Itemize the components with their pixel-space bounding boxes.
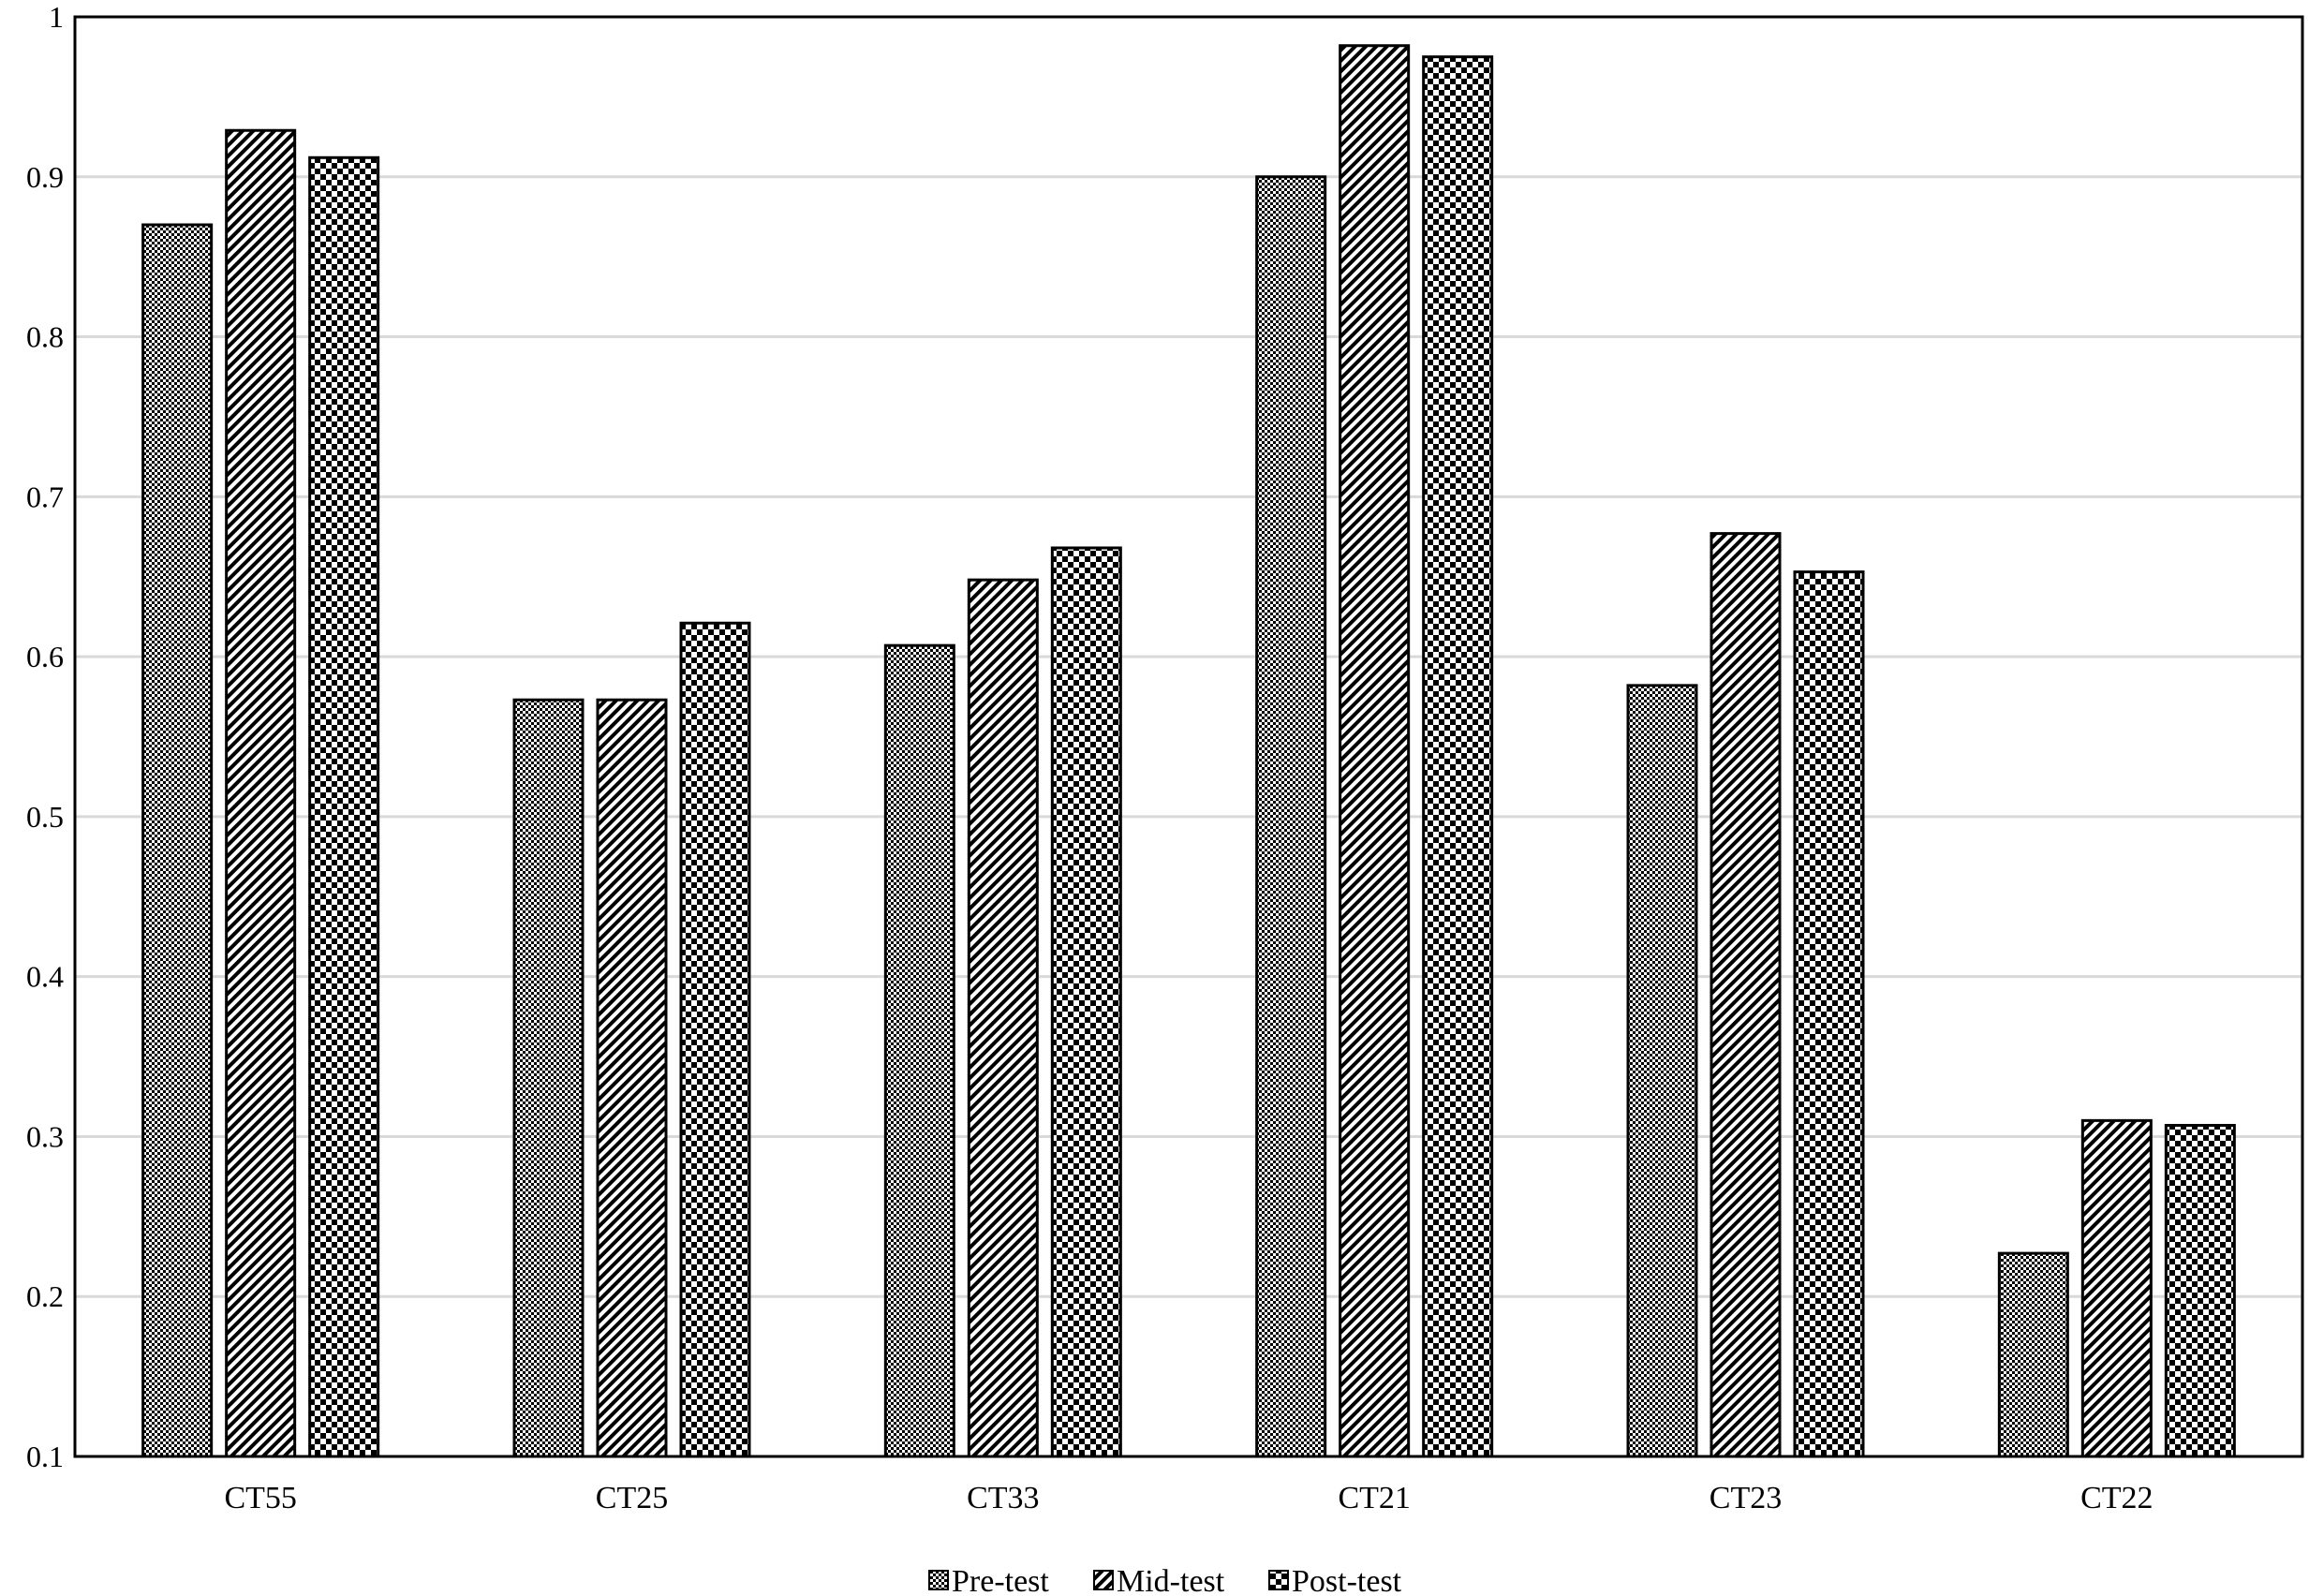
legend: Pre-test Mid-test Post-test <box>928 1564 1402 1596</box>
y-axis-ticks: 0.1 0.2 0.3 0.4 0.5 0.6 0.7 0.8 0.9 1 <box>26 0 64 1473</box>
bar-pre-test-ct25 <box>512 698 585 1458</box>
y-tick-label: 0.3 <box>26 1119 64 1153</box>
y-tick-label: 0.2 <box>26 1279 64 1313</box>
legend-swatch <box>1268 1570 1289 1590</box>
x-category-label: CT55 <box>224 1481 296 1515</box>
legend-label: Mid-test <box>1117 1564 1225 1596</box>
legend-swatch <box>928 1570 949 1590</box>
bar-post-test-ct25 <box>679 621 751 1458</box>
x-category-label: CT33 <box>967 1481 1039 1515</box>
x-axis-categories: CT55 CT25 CT33 CT21 CT23 CT22 <box>224 1481 2153 1515</box>
y-tick-label: 0.4 <box>26 960 64 994</box>
x-category-label: CT23 <box>1710 1481 1782 1515</box>
bar-pre-test-ct21 <box>1255 175 1327 1458</box>
x-category-label: CT21 <box>1338 1481 1410 1515</box>
x-category-label: CT22 <box>2080 1481 2153 1515</box>
bar-pre-test-ct22 <box>1997 1251 2069 1458</box>
bar-post-test-ct22 <box>2164 1123 2236 1458</box>
bar-mid-test-ct25 <box>596 698 668 1458</box>
y-tick-label: 0.8 <box>26 320 64 354</box>
legend-swatch <box>1093 1570 1114 1590</box>
bar-mid-test-ct23 <box>1710 532 1782 1458</box>
bars <box>141 44 2236 1458</box>
y-tick-label: 1 <box>49 0 64 34</box>
x-category-label: CT25 <box>596 1481 668 1515</box>
y-tick-label: 0.9 <box>26 160 64 194</box>
bar-mid-test-ct21 <box>1339 44 1411 1458</box>
bar-mid-test-ct22 <box>2080 1118 2153 1458</box>
gridlines <box>75 175 2302 1298</box>
bar-mid-test-ct33 <box>967 578 1039 1458</box>
bar-pre-test-ct23 <box>1626 684 1698 1458</box>
legend-label: Post-test <box>1292 1564 1402 1596</box>
bar-post-test-ct55 <box>308 155 380 1458</box>
bar-mid-test-ct55 <box>225 128 297 1458</box>
plot-area-frame <box>73 15 2304 1458</box>
bar-post-test-ct21 <box>1422 55 1494 1458</box>
bar-post-test-ct33 <box>1050 546 1122 1458</box>
bar-post-test-ct23 <box>1793 570 1865 1458</box>
y-tick-label: 0.7 <box>26 480 64 513</box>
bar-pre-test-ct33 <box>883 643 955 1458</box>
y-tick-label: 0.5 <box>26 800 64 834</box>
bar-pre-test-ct55 <box>141 223 214 1458</box>
y-tick-label: 0.6 <box>26 640 64 673</box>
y-tick-label: 0.1 <box>26 1440 64 1473</box>
legend-label: Pre-test <box>952 1564 1049 1596</box>
